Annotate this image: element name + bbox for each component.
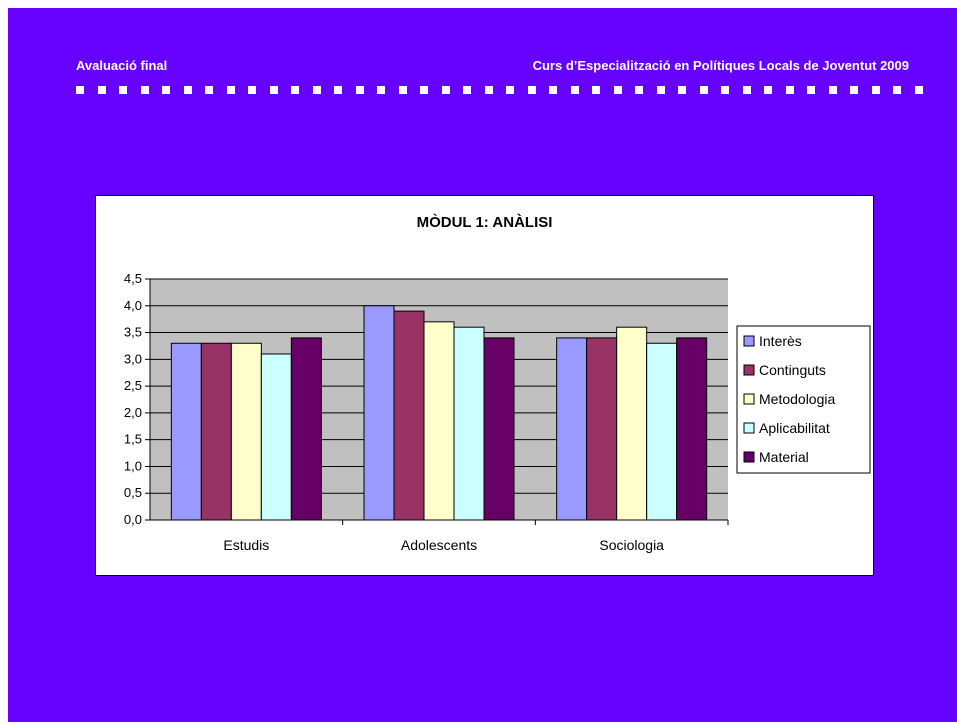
divider-square xyxy=(377,86,385,94)
y-tick-label: 0,0 xyxy=(124,512,142,527)
legend-label: Continguts xyxy=(759,362,826,378)
divider-square xyxy=(613,86,622,94)
divider-square xyxy=(742,86,751,94)
header-right-title: Curs d’Especialització en Polítiques Loc… xyxy=(532,58,909,73)
legend-label: Material xyxy=(759,449,809,465)
y-tick-label: 0,5 xyxy=(124,485,142,500)
bar xyxy=(556,337,588,521)
bar xyxy=(200,342,232,521)
bar xyxy=(290,337,322,521)
bar xyxy=(676,337,708,521)
divider-square xyxy=(140,86,149,94)
bar xyxy=(393,310,425,521)
x-tick-label: Adolescents xyxy=(401,537,477,553)
y-tick-label: 4,0 xyxy=(124,298,142,313)
divider-square xyxy=(76,86,84,94)
bar xyxy=(363,305,395,521)
divider-square xyxy=(828,86,837,94)
divider-square xyxy=(355,86,364,94)
bar xyxy=(423,321,455,521)
bar xyxy=(616,326,648,521)
divider-square xyxy=(248,86,256,94)
y-tick-label: 3,0 xyxy=(124,351,142,366)
divider-square xyxy=(205,86,213,94)
divider-square xyxy=(570,86,579,94)
divider-square xyxy=(226,86,235,94)
bar xyxy=(586,337,618,521)
divider-square xyxy=(871,86,880,94)
divider-square xyxy=(119,86,127,94)
y-tick-label: 1,5 xyxy=(124,432,142,447)
divider-square xyxy=(527,86,536,94)
chart-title: MÒDUL 1: ANÀLISI xyxy=(416,214,553,231)
legend-swatch xyxy=(743,422,755,434)
divider-square xyxy=(635,86,643,94)
x-tick-label: Estudis xyxy=(223,537,269,553)
divider-square xyxy=(291,86,299,94)
divider-square xyxy=(162,86,170,94)
divider-square xyxy=(312,86,321,94)
bar xyxy=(483,337,515,521)
divider-square xyxy=(334,86,342,94)
legend-swatch xyxy=(743,393,755,405)
divider-square xyxy=(484,86,493,94)
divider-square xyxy=(893,86,901,94)
bar xyxy=(230,342,262,521)
legend-label: Metodologia xyxy=(759,391,835,407)
divider-square xyxy=(592,86,600,94)
divider-square xyxy=(764,86,772,94)
divider-square xyxy=(506,86,514,94)
y-tick-label: 2,0 xyxy=(124,405,142,420)
bar-chart: 0,0 0,5 1,0 1,5 2,0 2,5 3,0 3,5 4,0 4,5 Estudis Ado… xyxy=(124,271,871,553)
legend-swatch xyxy=(743,364,755,376)
dotted-divider xyxy=(76,86,923,94)
divider-square xyxy=(785,86,794,94)
divider-square xyxy=(398,86,407,94)
divider-square xyxy=(441,86,450,94)
legend-box xyxy=(736,325,871,474)
divider-square xyxy=(914,86,923,94)
legend-swatch xyxy=(743,451,755,463)
legend-label: Aplicabilitat xyxy=(759,420,830,436)
x-tick-label: Sociologia xyxy=(599,537,664,553)
divider-square xyxy=(656,86,665,94)
bar xyxy=(646,342,678,521)
divider-square xyxy=(549,86,557,94)
divider-square xyxy=(463,86,471,94)
divider-square xyxy=(420,86,428,94)
divider-square xyxy=(699,86,708,94)
divider-square xyxy=(97,86,106,94)
divider-square xyxy=(721,86,729,94)
divider-square xyxy=(678,86,686,94)
divider-square xyxy=(183,86,192,94)
y-tick-label: 3,5 xyxy=(124,325,142,340)
header-left-title: Avaluació final xyxy=(76,58,168,73)
bar xyxy=(170,342,202,521)
legend-label: Interès xyxy=(759,333,802,349)
divider-square xyxy=(269,86,278,94)
bar xyxy=(453,326,485,521)
bar xyxy=(260,353,292,521)
y-tick-label: 1,0 xyxy=(124,458,142,473)
chart-container: MÒDUL 1: ANÀLISI 0,0 0,5 1,0 1,5 2,0 2,5 3,0 3,… xyxy=(95,195,874,576)
y-tick-label: 2,5 xyxy=(124,378,142,393)
divider-square xyxy=(807,86,815,94)
divider-square xyxy=(850,86,858,94)
y-tick-label: 4,5 xyxy=(124,271,142,286)
legend-swatch xyxy=(743,335,755,347)
